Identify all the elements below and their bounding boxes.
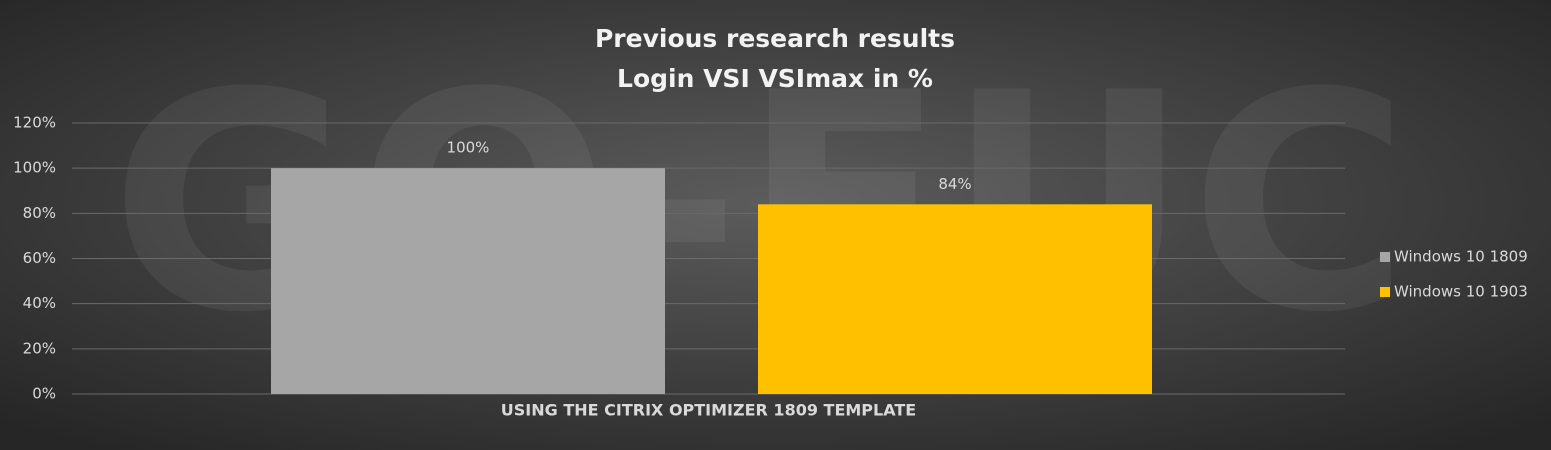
chart-subtitle: Login VSI VSImax in % — [617, 64, 933, 93]
y-tick-label: 120% — [13, 114, 56, 132]
y-tick-label: 60% — [23, 249, 56, 267]
bar — [758, 204, 1152, 394]
chart-title: Previous research results — [595, 24, 955, 53]
y-tick-label: 40% — [23, 294, 56, 312]
legend-swatch — [1380, 252, 1390, 262]
y-tick-label: 20% — [23, 339, 56, 357]
legend-label: Windows 10 1809 — [1394, 248, 1528, 266]
x-tick-label: USING THE CITRIX OPTIMIZER 1809 TEMPLATE — [501, 401, 916, 420]
y-tick-label: 80% — [23, 204, 56, 222]
data-label: 84% — [938, 175, 971, 193]
y-tick-label: 100% — [13, 159, 56, 177]
legend-swatch — [1380, 287, 1390, 297]
data-label: 100% — [447, 139, 490, 157]
legend-label: Windows 10 1903 — [1394, 283, 1528, 301]
bar — [271, 168, 665, 394]
y-tick-label: 0% — [32, 385, 56, 403]
